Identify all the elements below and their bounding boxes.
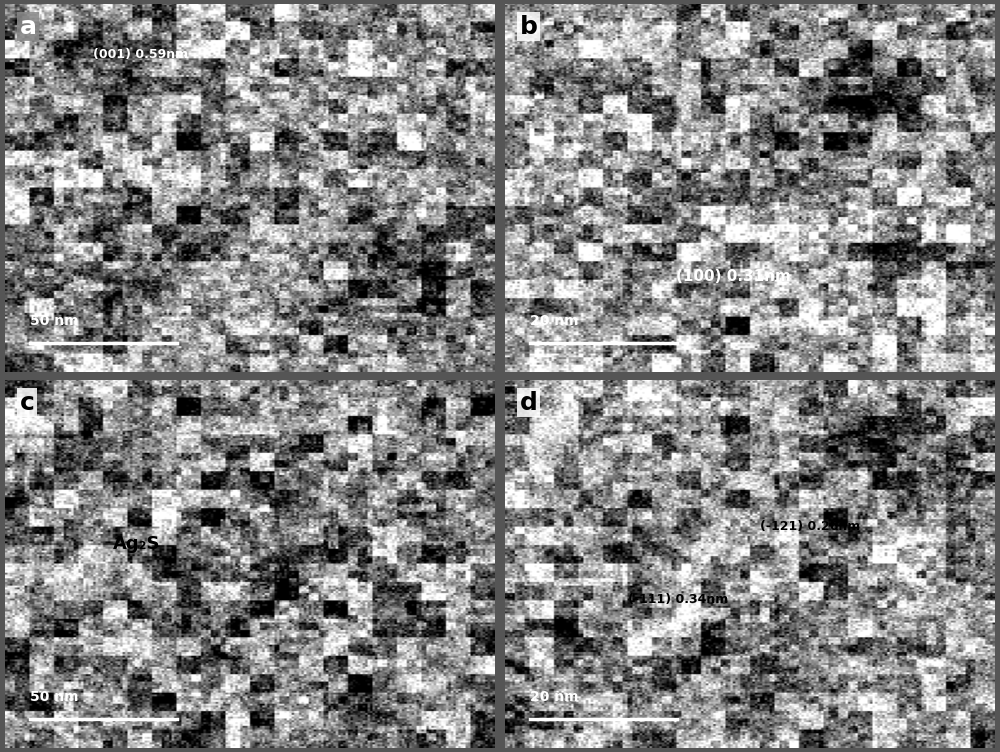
- Text: 50 nm: 50 nm: [30, 314, 78, 328]
- Text: 20 nm: 20 nm: [530, 314, 578, 328]
- Text: (-121) 0.26nm: (-121) 0.26nm: [760, 520, 860, 532]
- Text: Ag₂S: Ag₂S: [113, 535, 160, 553]
- Text: (-111) 0.34nm: (-111) 0.34nm: [628, 593, 728, 606]
- Text: (100) 0.31nm: (100) 0.31nm: [676, 269, 791, 284]
- Text: (001) 0.59nm: (001) 0.59nm: [93, 48, 188, 61]
- Text: 50 nm: 50 nm: [30, 690, 78, 704]
- Text: c: c: [20, 391, 35, 415]
- Text: d: d: [520, 391, 538, 415]
- Text: 20 nm: 20 nm: [530, 690, 578, 704]
- Text: a: a: [20, 15, 37, 39]
- Text: b: b: [520, 15, 538, 39]
